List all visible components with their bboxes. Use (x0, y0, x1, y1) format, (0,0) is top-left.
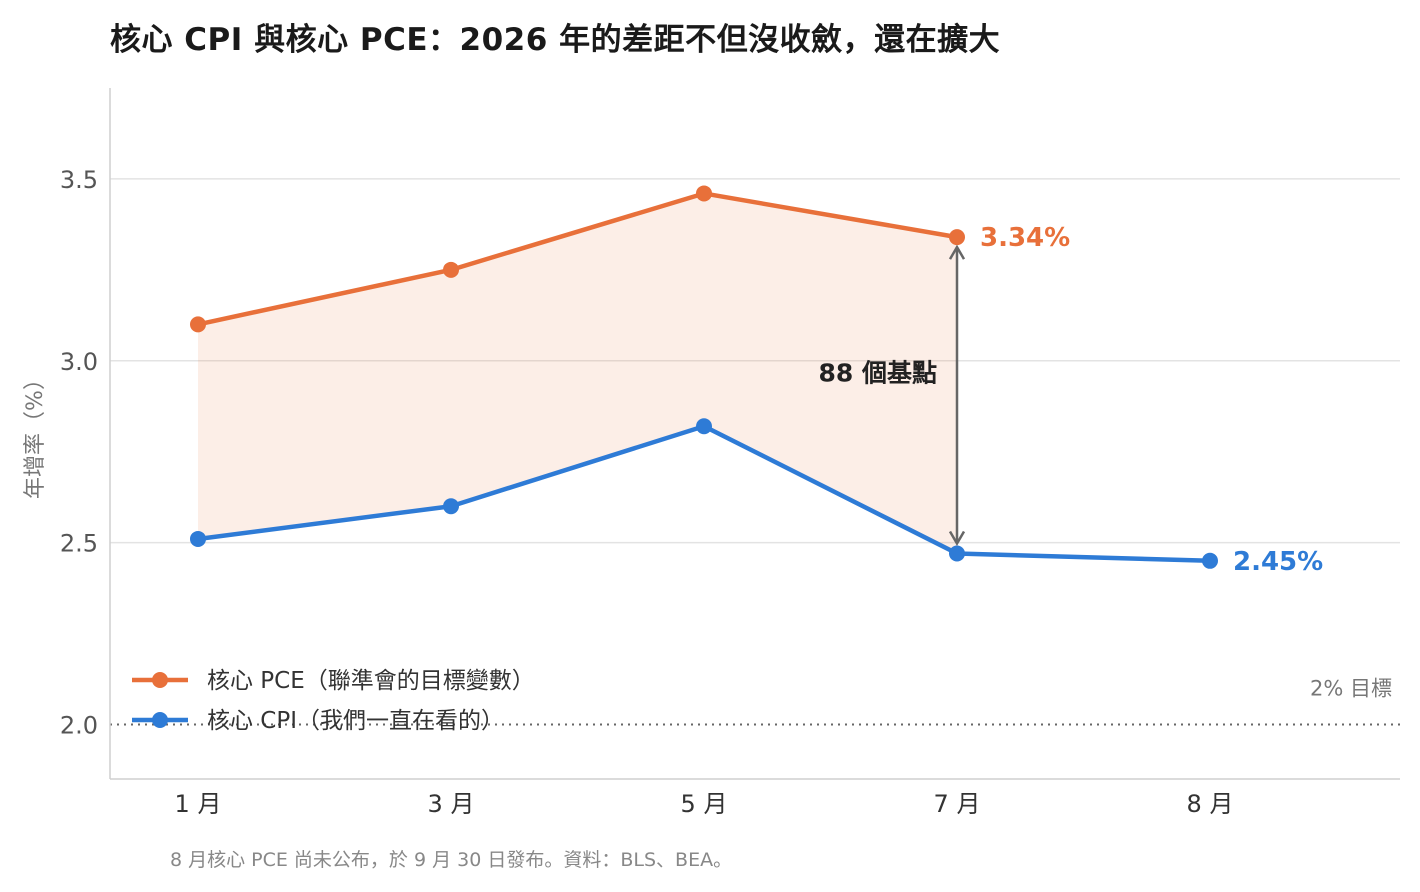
data-point (190, 530, 206, 547)
x-tick-label: 1 月 (175, 790, 222, 818)
x-tick-label: 3 月 (428, 790, 475, 818)
x-tick-label: 5 月 (681, 790, 728, 818)
end-value-label: 2.45% (1233, 547, 1323, 577)
gap-arrow-head-bottom (948, 530, 966, 546)
end-value-label: 3.34% (980, 223, 1070, 253)
legend-label: 核心 PCE（聯準會的目標變數） (207, 668, 535, 694)
gap-arrow-head-top (948, 244, 966, 260)
legend-marker (152, 672, 168, 688)
axes: 2.0 2.5 3.0 3.5 1 月 3 月 5 月 7 月 8 月 年增率（%） (23, 88, 1400, 818)
gap-annotation-label: 88 個基點 (819, 358, 938, 387)
data-point (1202, 552, 1218, 569)
data-point (190, 316, 206, 333)
data-point (949, 229, 965, 246)
data-point (443, 261, 459, 278)
legend-marker (152, 712, 168, 728)
x-tick-label: 8 月 (1187, 790, 1234, 818)
series-group: 3.34% 2.45% (190, 185, 1323, 577)
reference-line-label: 2% 目標 (1310, 676, 1392, 700)
data-point (443, 498, 459, 515)
annotations: 88 個基點 (819, 244, 966, 546)
y-tick-label: 2.0 (60, 711, 98, 739)
chart-title: 核心 CPI 與核心 PCE：2026 年的差距不但沒收斂，還在擴大 (110, 22, 1001, 58)
data-point (696, 418, 712, 435)
legend-label: 核心 CPI（我們一直在看的） (207, 708, 504, 734)
legend: 核心 PCE（聯準會的目標變數） 核心 CPI（我們一直在看的） (132, 668, 535, 734)
y-tick-label: 3.0 (60, 348, 98, 376)
footnote: 8 月核心 PCE 尚未公布，於 9 月 30 日發布。資料：BLS、BEA。 (170, 849, 733, 871)
reference-line-group: 2% 目標 (110, 676, 1400, 726)
gridlines (110, 178, 1400, 544)
x-tick-label: 7 月 (934, 790, 981, 818)
y-tick-label: 3.5 (60, 166, 98, 194)
gap-fill (198, 193, 957, 554)
y-tick-label: 2.5 (60, 530, 98, 558)
series-line (195, 191, 960, 327)
data-point (696, 185, 712, 202)
y-axis-title: 年增率（%） (23, 368, 48, 499)
data-point (949, 545, 965, 562)
gap-shading (198, 193, 957, 554)
